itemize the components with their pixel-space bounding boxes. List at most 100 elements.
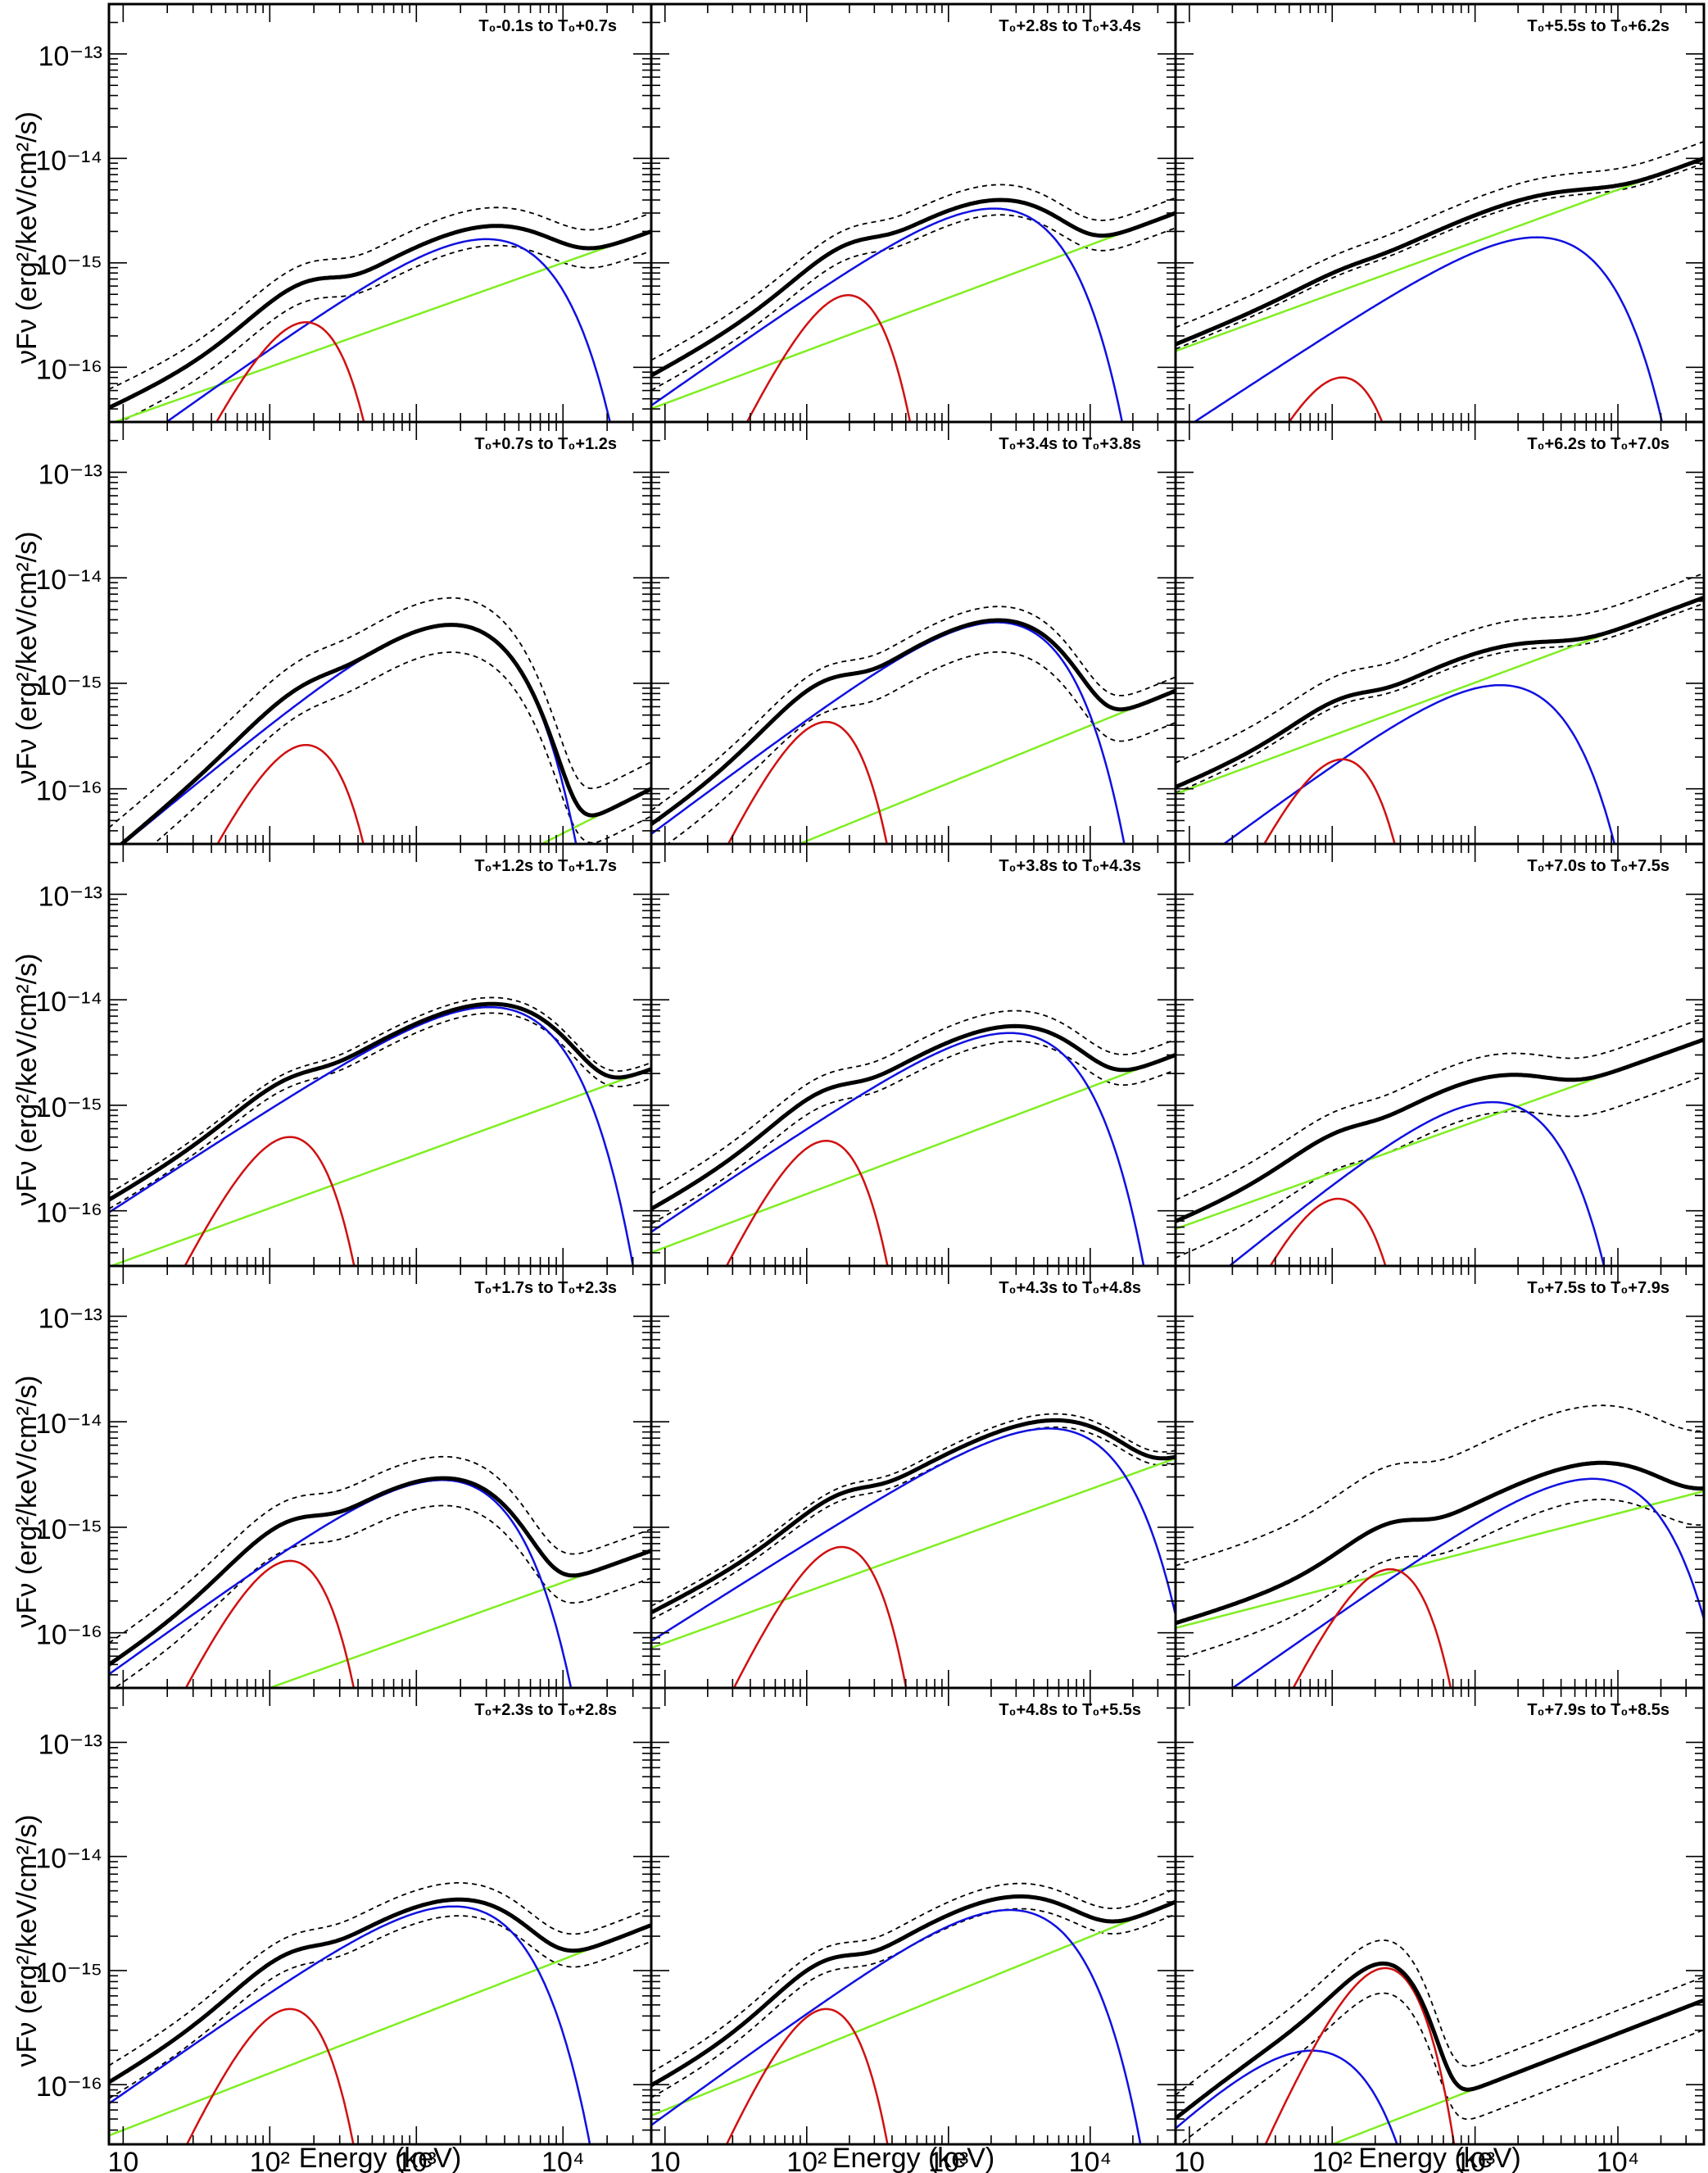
blackbody-line: [725, 2007, 889, 2144]
lower-bound-line: [651, 1040, 1176, 1225]
upper-bound-line: [109, 996, 651, 1195]
total-model-line: [651, 1023, 1176, 1211]
powerlaw-line: [111, 230, 651, 422]
panel-title: T₀-0.1s to T₀+0.7s: [478, 17, 617, 35]
blackbody-line: [725, 1140, 889, 1266]
ticks: [651, 844, 1176, 1267]
panel-1: T₀-0.1s to T₀+0.7s 10⁻¹³ 10⁻¹⁴ 10⁻¹⁵ 10⁻¹⁶νF…: [11, 2, 653, 424]
y-axis-title: νFν (erg²/keV/cm²/s): [11, 1376, 43, 1628]
ticks: [1176, 1688, 1705, 2145]
panel-title: T₀+7.0s to T₀+7.5s: [1527, 857, 1669, 875]
ticks: [651, 1688, 1176, 2145]
x-axis-title: Energy (keV): [832, 2143, 994, 2173]
ticks: [109, 1688, 652, 2145]
powerlaw-line: [1176, 1490, 1704, 1630]
cutoff-powerlaw-line: [651, 1032, 1145, 1266]
y-tick-label: 10⁻¹⁶: [36, 2071, 102, 2103]
powerlaw-line: [109, 1924, 651, 2137]
panel-3: T₀+1.2s to T₀+1.7s 10⁻¹³ 10⁻¹⁴ 10⁻¹⁵ 10⁻¹⁶νF…: [11, 842, 653, 1268]
total-model-line: [651, 197, 1176, 378]
y-axis-title: νFν (erg²/keV/cm²/s): [11, 532, 43, 784]
blackbody-line: [184, 1559, 356, 1688]
upper-bound-line: [109, 597, 651, 828]
panel-11: T₀+5.5s to T₀+6.2s: [1174, 2, 1706, 424]
ticks: [109, 422, 652, 845]
panel-title: T₀+6.2s to T₀+7.0s: [1527, 435, 1669, 453]
y-tick-label: 10⁻¹⁴: [35, 1409, 102, 1440]
total-model-line: [109, 1001, 651, 1202]
lower-bound-line: [1176, 1075, 1704, 1259]
panel-frame: [1174, 842, 1706, 1268]
panel-title: T₀+2.8s to T₀+3.4s: [999, 17, 1141, 35]
y-tick-label: 10⁻¹³: [39, 1303, 102, 1334]
blackbody-line: [215, 321, 365, 422]
panel-title: T₀+4.3s to T₀+4.8s: [999, 1279, 1141, 1297]
cutoff-powerlaw-line: [109, 1905, 591, 2144]
y-tick-label: 10⁻¹³: [39, 459, 102, 490]
ticks: [651, 1266, 1176, 1689]
powerlaw-line: [266, 1549, 651, 1688]
powerlaw-line: [109, 1068, 651, 1266]
y-tick-label: 10⁻¹⁵: [36, 1514, 102, 1545]
panel-frame: [107, 2, 653, 424]
cutoff-powerlaw-line: [1221, 683, 1616, 844]
y-tick-label: 10⁻¹⁶: [36, 354, 102, 385]
y-tick-label: 10⁻¹⁵: [36, 670, 102, 701]
y-tick-label: 10⁻¹⁶: [36, 1198, 102, 1229]
ticks: [109, 4, 652, 423]
blackbody-line: [727, 720, 888, 844]
panel-title: T₀+4.8s to T₀+5.5s: [999, 1701, 1141, 1719]
cutoff-powerlaw-line: [1176, 2049, 1398, 2144]
cutoff-powerlaw-line: [651, 1427, 1176, 1642]
upper-bound-line: [651, 184, 1176, 361]
upper-bound-line: [1176, 1404, 1704, 1567]
lower-bound-line: [109, 1915, 651, 2099]
total-model-line: [1176, 1961, 1704, 2121]
y-axis-title: νFν (erg²/keV/cm²/s): [11, 111, 43, 364]
total-model-line: [651, 1418, 1176, 1615]
cutoff-powerlaw-line: [1227, 1100, 1606, 1266]
upper-bound-line: [109, 1882, 651, 2066]
y-tick-label: 10⁻¹³: [39, 881, 102, 912]
x-tick-label: 10³: [1455, 2147, 1495, 2173]
y-tick-label: 10⁻¹⁴: [35, 987, 102, 1018]
panel-9: T₀+4.3s to T₀+4.8s: [650, 1264, 1177, 1690]
y-tick-label: 10⁻¹⁴: [35, 145, 102, 176]
panel-2: T₀+0.7s to T₀+1.2s 10⁻¹³ 10⁻¹⁴ 10⁻¹⁵ 10⁻¹⁶νF…: [11, 420, 653, 846]
panel-title: T₀+3.8s to T₀+4.3s: [999, 857, 1141, 875]
upper-bound-line: [1176, 572, 1704, 764]
panel-8: T₀+3.8s to T₀+4.3s: [650, 842, 1177, 1268]
panel-title: T₀+1.2s to T₀+1.7s: [474, 857, 617, 875]
y-tick-label: 10⁻¹⁴: [35, 565, 102, 596]
panel-title: T₀+1.7s to T₀+2.3s: [474, 1279, 617, 1297]
blackbody-line: [1264, 1967, 1456, 2144]
x-tick-label: 10⁴: [541, 2147, 584, 2173]
panel-4: T₀+1.7s to T₀+2.3s 10⁻¹³ 10⁻¹⁴ 10⁻¹⁵ 10⁻¹⁶νF…: [11, 1264, 653, 1690]
y-axis-title: νFν (erg²/keV/cm²/s): [11, 1815, 43, 2067]
x-tick-label: 10: [1174, 2147, 1205, 2173]
panel-frame: [1174, 2, 1706, 424]
ticks: [1176, 844, 1705, 1267]
x-axis-title: Energy (keV): [299, 2143, 461, 2173]
cutoff-powerlaw-line: [1230, 1477, 1704, 1688]
total-model-line: [1176, 1460, 1704, 1626]
cutoff-powerlaw-line: [1192, 236, 1664, 422]
lower-bound-line: [109, 1012, 651, 1210]
x-tick-label: 10: [107, 2147, 138, 2173]
panel-frame: [1174, 1264, 1706, 1690]
panel-10: T₀+4.8s to T₀+5.5s 10 10² 10³ 10⁴ Energy (keV…: [650, 1686, 1177, 2173]
panel-frame: [650, 2, 1177, 424]
y-tick-label: 10⁻¹³: [39, 41, 102, 72]
y-tick-label: 10⁻¹⁶: [36, 1620, 102, 1651]
ticks: [1176, 422, 1705, 845]
panel-title: T₀+5.5s to T₀+6.2s: [1527, 17, 1669, 35]
x-tick-label: 10⁴: [1597, 2147, 1639, 2173]
total-model-line: [651, 1894, 1176, 2088]
blackbody-line: [185, 2007, 355, 2144]
total-model-line: [1176, 595, 1704, 789]
total-model-line: [109, 1897, 651, 2085]
y-tick-label: 10⁻¹³: [39, 1729, 102, 1760]
panel-13: T₀+7.0s to T₀+7.5s: [1174, 842, 1706, 1268]
panel-12: T₀+6.2s to T₀+7.0s: [1174, 420, 1706, 846]
blackbody-line: [216, 743, 365, 844]
